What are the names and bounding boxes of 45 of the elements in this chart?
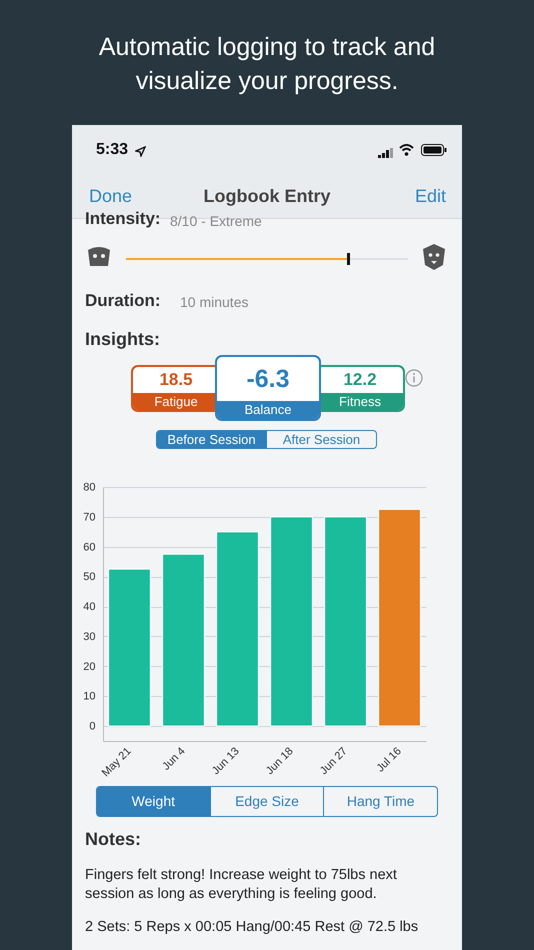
bar: [270, 516, 313, 727]
bar: [324, 516, 367, 727]
bar: [108, 568, 151, 727]
text: Duration:: [85, 291, 161, 311]
text: Intensity:: [85, 209, 161, 229]
bar: [378, 508, 421, 727]
text: Insights:: [85, 329, 160, 350]
text: Edge Size: [210, 787, 324, 816]
text: Fingers felt strong! Increase weight to 75lbs next session as long as everything is feeling good.: [85, 866, 398, 904]
text: 8/10 - Extreme: [170, 213, 262, 229]
x-tick-label: Jun 4: [160, 745, 188, 773]
bar: [162, 554, 205, 727]
text: -6.3: [245, 364, 291, 395]
text: Weight: [97, 787, 210, 816]
x-tick-label: Jun 13: [210, 745, 242, 778]
x-tick-label: Jun 27: [318, 745, 350, 778]
y-tick-label: 80: [83, 482, 96, 494]
y-tick-label: 40: [83, 601, 96, 614]
text: Notes:: [85, 829, 142, 850]
text: Logbook Entry: [204, 186, 330, 206]
text: Balance: [217, 401, 319, 419]
y-tick-label: 20: [83, 660, 96, 673]
text: Fatigue: [133, 393, 219, 410]
text: Edit: [415, 186, 446, 207]
text: 10 minutes: [180, 294, 248, 310]
text: Hang Time: [323, 787, 438, 816]
text: 5:33: [96, 141, 128, 159]
text: 2 Sets: 5 Reps x 00:05 Hang/00:45 Rest @ 72.5 lbs: [85, 919, 418, 935]
text: 18.5: [158, 369, 194, 391]
text: Done: [89, 186, 132, 207]
y-tick-label: 10: [83, 690, 96, 703]
x-tick-label: May 21: [100, 745, 134, 780]
text: 12.2: [342, 369, 378, 391]
y-tick-label: 70: [83, 511, 96, 524]
x-tick-label: Jun 18: [264, 745, 296, 778]
y-tick-label: 60: [83, 541, 96, 554]
text: After Session: [266, 431, 376, 448]
text: Fitness: [317, 393, 403, 410]
chart-title: Automatic logging to track and visualize your progress.: [98, 32, 436, 97]
x-tick-label: Jul 16: [374, 745, 404, 775]
y-tick-label: 30: [83, 630, 96, 643]
y-tick-label: 50: [83, 571, 96, 584]
text: Before Session: [157, 431, 266, 448]
y-tick-label: 0: [89, 720, 96, 733]
bar: [216, 531, 259, 727]
